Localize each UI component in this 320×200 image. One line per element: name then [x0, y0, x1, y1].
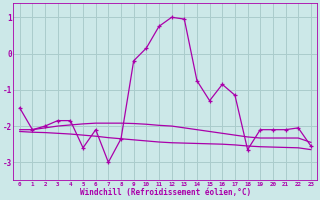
X-axis label: Windchill (Refroidissement éolien,°C): Windchill (Refroidissement éolien,°C) — [80, 188, 251, 197]
